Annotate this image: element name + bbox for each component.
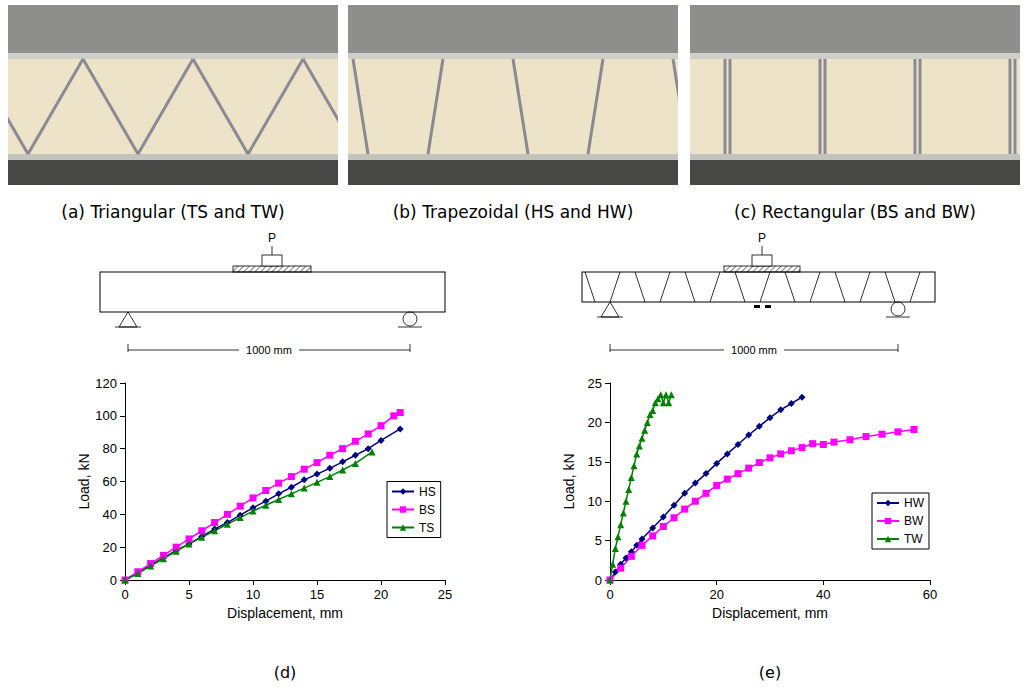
- svg-text:(a) Triangular (TS and TW): (a) Triangular (TS and TW): [61, 202, 284, 222]
- svg-text:25: 25: [588, 376, 602, 391]
- svg-text:HW: HW: [904, 496, 925, 510]
- svg-text:0: 0: [121, 587, 128, 602]
- svg-text:BS: BS: [419, 503, 435, 517]
- svg-text:40: 40: [103, 507, 117, 522]
- svg-text:120: 120: [95, 376, 117, 391]
- svg-text:TS: TS: [419, 521, 434, 535]
- svg-text:20: 20: [374, 587, 388, 602]
- svg-text:20: 20: [709, 587, 723, 602]
- svg-text:5: 5: [595, 533, 602, 548]
- svg-text:10: 10: [588, 494, 602, 509]
- svg-text:20: 20: [588, 415, 602, 430]
- svg-text:Load, kN: Load, kN: [561, 453, 577, 509]
- svg-text:(c) Rectangular (BS and BW): (c) Rectangular (BS and BW): [734, 202, 976, 222]
- svg-text:5: 5: [185, 587, 192, 602]
- svg-text:Load, kN: Load, kN: [76, 453, 92, 509]
- svg-text:(b) Trapezoidal (HS and HW): (b) Trapezoidal (HS and HW): [393, 202, 634, 222]
- svg-text:BW: BW: [904, 514, 924, 528]
- svg-text:60: 60: [103, 474, 117, 489]
- svg-text:Displacement, mm: Displacement, mm: [227, 605, 343, 621]
- svg-text:0: 0: [606, 587, 613, 602]
- svg-text:Displacement, mm: Displacement, mm: [712, 605, 828, 621]
- svg-text:15: 15: [588, 454, 602, 469]
- svg-text:HS: HS: [419, 485, 436, 499]
- svg-text:60: 60: [923, 587, 937, 602]
- svg-text:0: 0: [595, 573, 602, 588]
- svg-text:100: 100: [95, 408, 117, 423]
- svg-text:P: P: [268, 231, 276, 245]
- svg-text:TW: TW: [904, 532, 923, 546]
- svg-text:25: 25: [438, 587, 452, 602]
- svg-text:P: P: [758, 231, 766, 245]
- svg-text:10: 10: [246, 587, 260, 602]
- svg-text:20: 20: [103, 540, 117, 555]
- svg-text:40: 40: [816, 587, 830, 602]
- svg-text:80: 80: [103, 441, 117, 456]
- svg-text:15: 15: [310, 587, 324, 602]
- svg-text:(d): (d): [274, 663, 297, 682]
- svg-text:1000 mm: 1000 mm: [731, 344, 777, 356]
- svg-text:1000 mm: 1000 mm: [246, 344, 292, 356]
- svg-text:0: 0: [110, 573, 117, 588]
- svg-text:(e): (e): [759, 663, 781, 682]
